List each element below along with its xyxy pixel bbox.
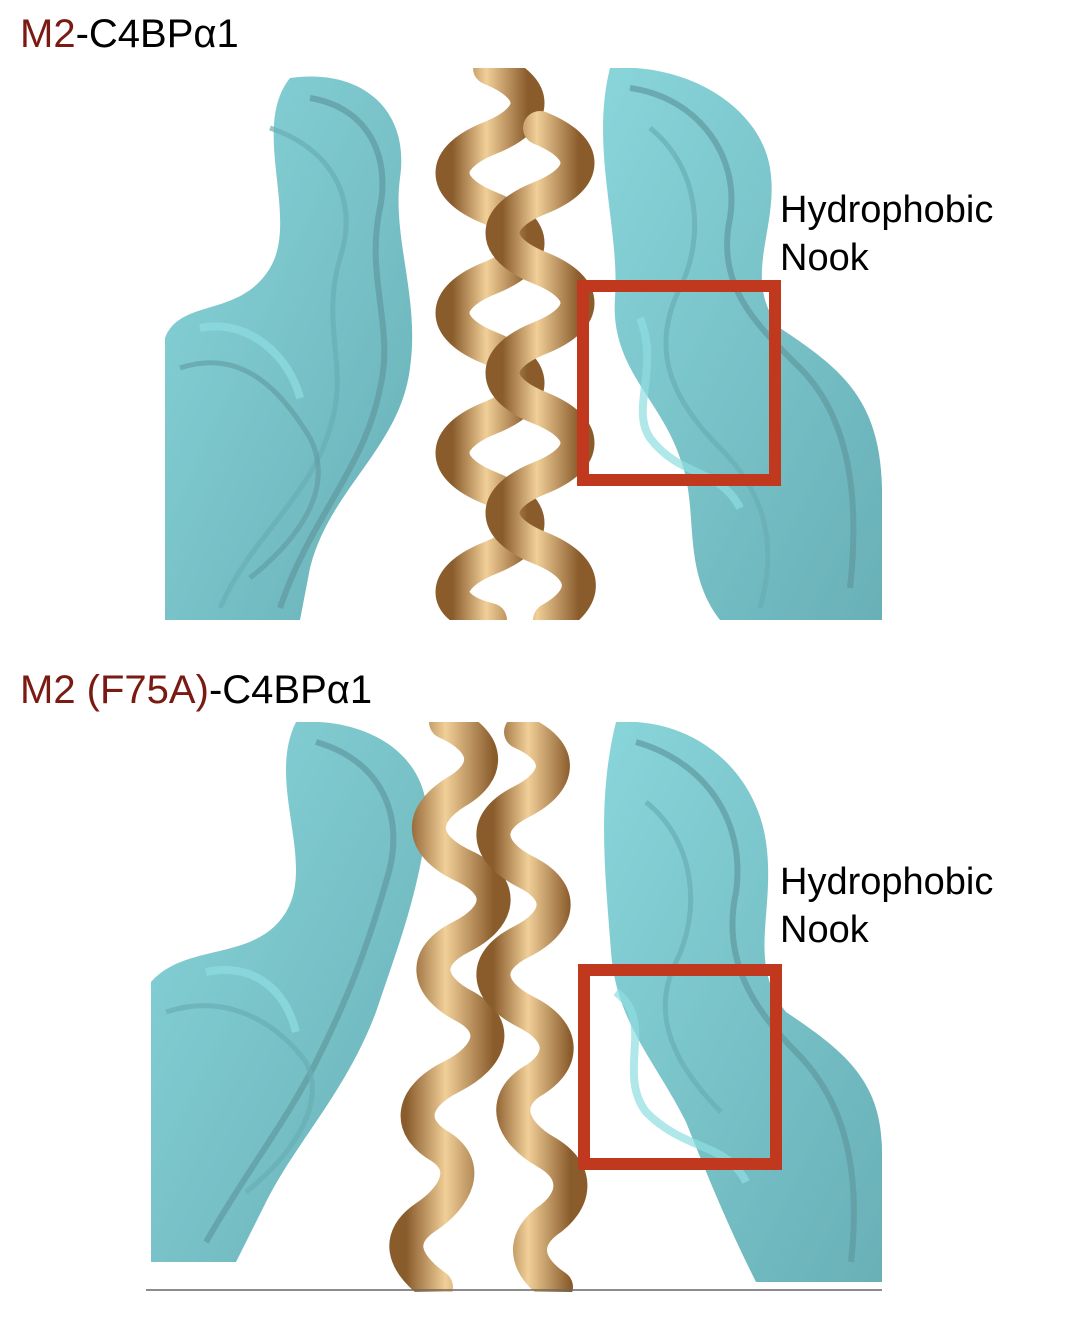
panel-1-nook-label-line1: Hydrophobic [780, 189, 994, 231]
panel-2-title-prefix: M2 (F75A) [20, 668, 209, 712]
panel-2-nook-label: Hydrophobic Nook [780, 858, 993, 954]
panel-2-right-domain [604, 722, 882, 1282]
panel-1-nook-label: Hydrophobic Nook [780, 186, 993, 282]
panel-1-title-prefix: M2 [20, 12, 76, 56]
panel-2-title: M2 (F75A)-C4BPα1 [20, 670, 372, 710]
panel-1-title-suffix: -C4BPα1 [75, 12, 239, 56]
panel-2-hydrophobic-nook-box [578, 964, 782, 1170]
panel-1-structure-image [160, 68, 885, 620]
panel-2-coiled-coil-helices [389, 722, 588, 1292]
panel-2-left-domain [151, 722, 428, 1262]
panel-2-structure-image [146, 722, 886, 1292]
panel-1-left-domain [165, 76, 413, 620]
panel-2-title-suffix: -C4BPα1 [208, 668, 373, 712]
panel-1-nook-label-line2: Nook [780, 237, 869, 279]
panel-2-nook-label-line1: Hydrophobic [780, 861, 994, 903]
panel-1-title: M2-C4BPα1 [20, 14, 239, 54]
panel-1-structure-svg [165, 68, 882, 620]
panel-1-right-domain [603, 68, 882, 620]
panel-1-coiled-coil-helices [435, 68, 596, 620]
panel-2-structure-svg [146, 722, 882, 1292]
panel-1-hydrophobic-nook-box [577, 280, 781, 486]
panel-2-nook-label-line2: Nook [780, 909, 869, 951]
